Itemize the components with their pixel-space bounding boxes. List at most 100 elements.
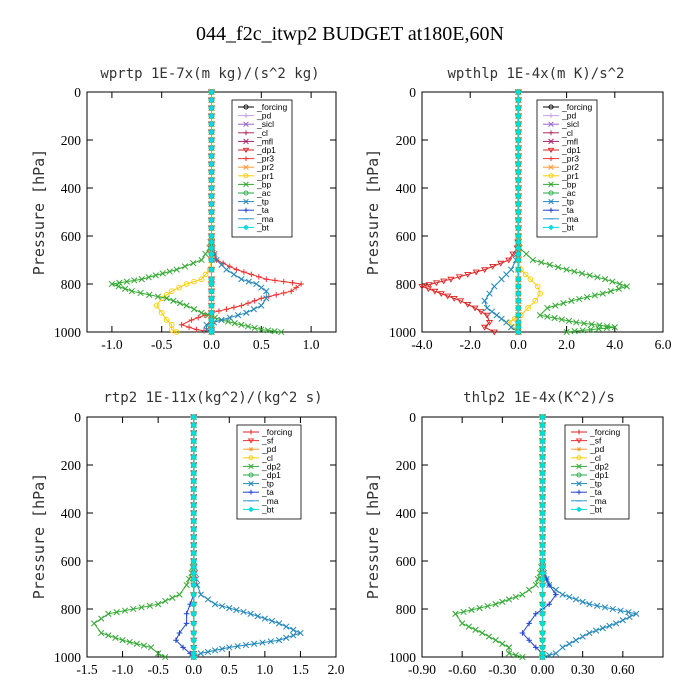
series-marker <box>146 291 153 298</box>
y-tick-label: 400 <box>61 181 82 196</box>
x-tick-label: -0.90 <box>408 662 436 677</box>
series-marker <box>183 611 190 617</box>
series-marker <box>607 288 614 295</box>
series-marker <box>552 302 559 309</box>
series-marker <box>208 184 215 192</box>
series-marker <box>250 306 257 313</box>
series-marker <box>231 320 238 327</box>
series-marker <box>243 164 249 170</box>
series-marker <box>546 601 552 607</box>
series-marker <box>208 88 215 96</box>
series-marker <box>431 288 439 295</box>
series-marker <box>588 321 595 328</box>
legend-label: _ac <box>561 188 576 198</box>
y-tick-label: 0 <box>74 410 81 425</box>
series-marker <box>424 286 433 293</box>
series-marker <box>166 268 173 275</box>
series-marker <box>560 300 567 307</box>
series-marker <box>515 112 522 120</box>
series-marker <box>578 270 586 277</box>
series-marker <box>183 581 190 589</box>
panel-wpthlp: wpthlp 1E-4x(m K)/s^2 Pressure [hPa] -4.… <box>364 66 672 352</box>
series-marker <box>526 637 532 643</box>
series-marker <box>253 280 260 288</box>
series-marker <box>176 284 182 291</box>
series-marker <box>619 617 626 624</box>
series-marker <box>601 604 609 611</box>
series-marker <box>251 640 258 647</box>
series-marker <box>525 586 533 593</box>
series-marker <box>248 429 254 435</box>
series-marker <box>248 480 254 487</box>
legend-label: _ma <box>256 214 274 224</box>
series-marker <box>515 266 522 273</box>
series-marker <box>153 302 160 309</box>
series-marker <box>515 216 522 224</box>
series-marker <box>234 643 241 650</box>
series-marker <box>505 596 513 603</box>
series-marker <box>568 297 575 304</box>
series-marker <box>130 605 137 613</box>
series-line <box>93 417 195 658</box>
series-marker <box>223 306 230 312</box>
series-marker <box>533 644 539 651</box>
x-tick-label: 4.0 <box>606 337 623 352</box>
series-marker <box>202 250 209 258</box>
x-tick-label: 2.0 <box>328 662 345 677</box>
series-marker <box>248 455 254 461</box>
panel-rtp2: rtp2 1E-11x(kg^2)/(kg^2 s) Pressure [hPa… <box>30 390 345 677</box>
legend-label: _bt <box>589 504 602 514</box>
series-marker <box>190 517 197 525</box>
series-marker <box>219 645 226 653</box>
series-marker <box>208 208 215 216</box>
series-marker <box>465 623 473 630</box>
series-marker <box>190 437 197 445</box>
series-marker <box>122 285 129 292</box>
series-marker <box>602 276 609 283</box>
series-marker <box>159 270 166 277</box>
series-marker <box>508 266 515 273</box>
series-marker <box>505 257 513 264</box>
y-tick-label: 0 <box>409 85 416 100</box>
series-marker <box>515 224 522 232</box>
series-marker <box>208 136 215 144</box>
series-marker <box>193 326 200 333</box>
series-marker <box>603 324 610 332</box>
series-marker <box>240 608 247 616</box>
series-marker <box>176 300 184 307</box>
series-marker <box>515 297 522 305</box>
series-marker <box>599 625 606 632</box>
legend-label: _dp1 <box>261 470 281 480</box>
legend-label: _pd <box>561 111 576 121</box>
legend-label: _sicl <box>256 119 274 129</box>
series-marker <box>275 637 283 644</box>
legend-label: _ma <box>261 496 279 506</box>
series-marker <box>208 128 215 136</box>
series-marker <box>208 144 215 152</box>
y-tick-label: 200 <box>396 133 417 148</box>
series-marker <box>226 604 233 612</box>
legend-box <box>536 99 598 238</box>
series-marker <box>163 317 170 323</box>
series-marker <box>539 653 546 661</box>
series-marker <box>576 446 582 452</box>
series-marker <box>251 324 258 332</box>
series-marker <box>580 320 588 327</box>
x-tick-label: -1.0 <box>101 337 123 352</box>
legend-label: _pd <box>589 444 604 454</box>
legend-label: _dp1 <box>589 470 609 480</box>
series-marker <box>579 327 586 334</box>
legend-label: _ac <box>256 188 271 198</box>
series-marker <box>190 629 197 637</box>
series-marker <box>595 325 602 332</box>
x-tick-label: -0.5 <box>151 337 173 352</box>
series-marker <box>208 160 215 168</box>
series-marker <box>592 627 600 634</box>
series-marker <box>515 200 522 208</box>
series-marker <box>591 292 599 299</box>
series-marker <box>115 283 122 290</box>
series-marker <box>298 281 304 287</box>
series-marker <box>587 326 594 333</box>
figure-title: 044_f2c_itwp2 BUDGET at180E,60N <box>196 23 504 45</box>
series-marker <box>538 259 545 266</box>
